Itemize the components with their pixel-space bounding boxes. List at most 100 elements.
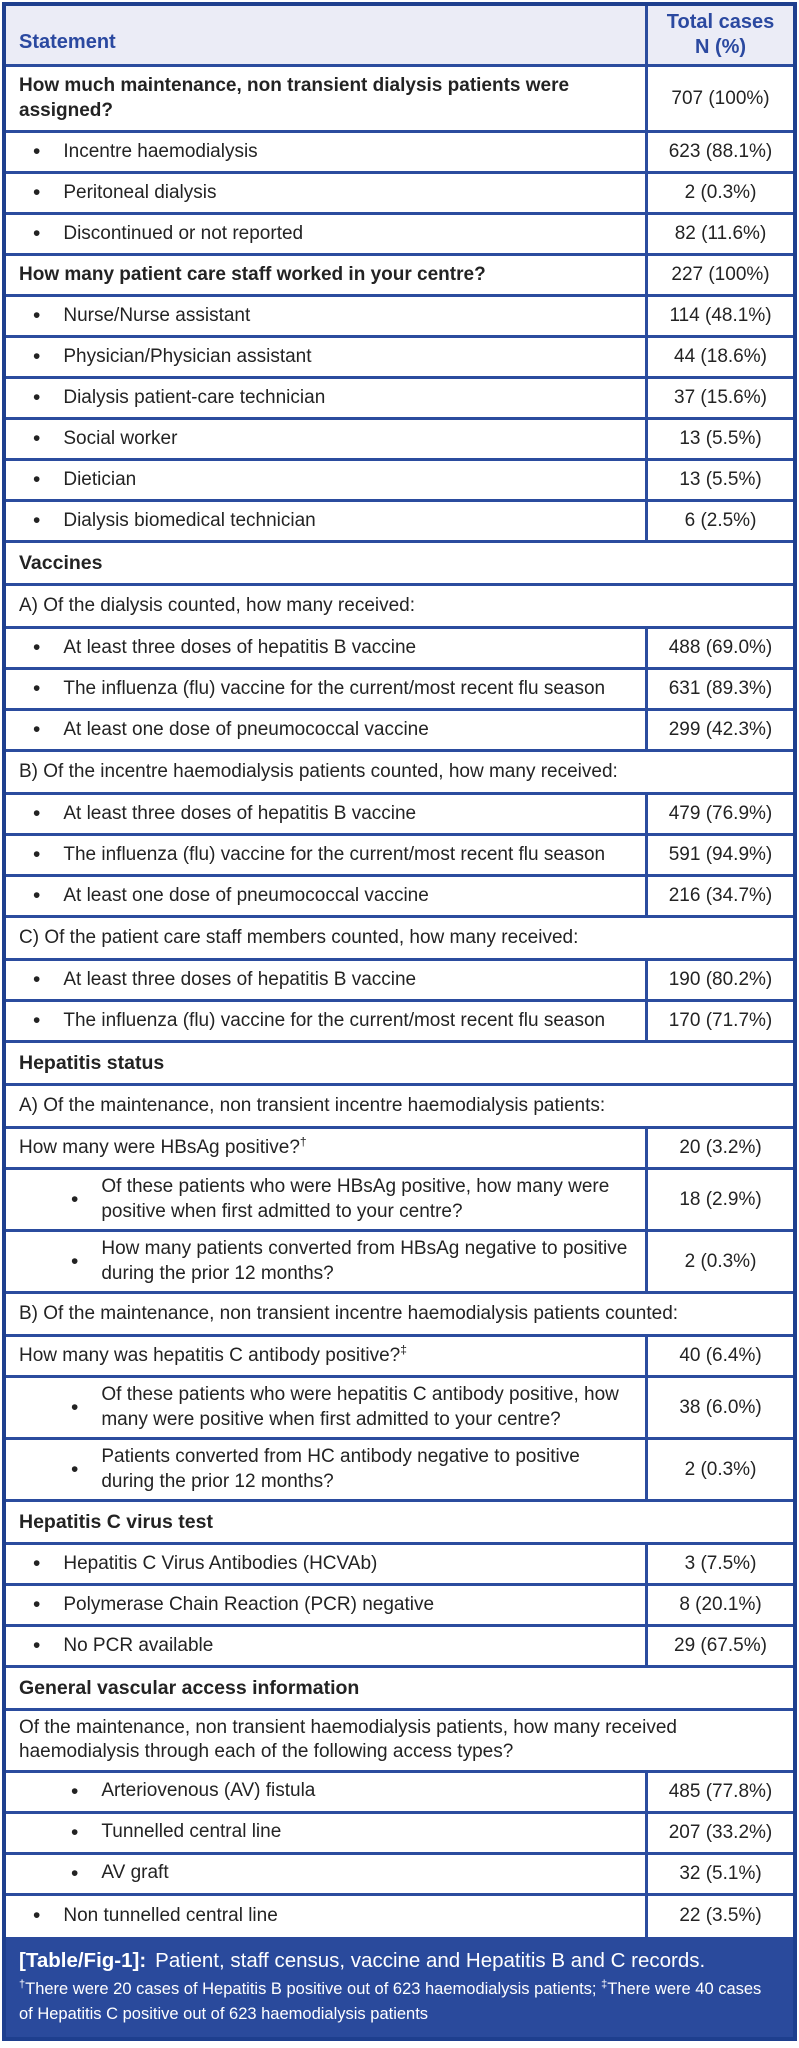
caption-label: [Table/Fig-1]: [19,1948,147,1972]
value-cell: 207 (33.2%) [645,1813,793,1852]
value-cell: 2 (0.3%) [645,1232,793,1291]
statement-text: How many were HBsAg positive?† [19,1134,307,1158]
table-row: C) Of the patient care staff members cou… [6,918,793,961]
value-cell: 2 (0.3%) [645,174,793,212]
statement-cell: • Dialysis biomedical technician [33,509,316,532]
statement-text: Vaccines [19,551,103,574]
value-cell: 170 (71.7%) [645,1002,793,1040]
statement-cell: How many were HBsAg positive?† [6,1129,645,1167]
table-row: • How many patients converted from HBsAg … [6,1232,793,1294]
statement-text: Tunnelled central line [101,1821,282,1843]
table-row: • The influenza (flu) vaccine for the cur… [6,1002,793,1043]
statement-text: Hepatitis C virus test [19,1510,213,1533]
statement-text: Non tunnelled central line [63,1904,278,1926]
value-cell: 631 (89.3%) [645,670,793,708]
statement-text: Incentre haemodialysis [63,140,258,162]
value-cell: 82 (11.6%) [645,215,793,253]
statement-text: A) Of the dialysis counted, how many rec… [19,594,416,616]
statement-text: The influenza (flu) vaccine for the curr… [63,843,606,865]
statement-cell: • Nurse/Nurse assistant [33,304,251,327]
value-cell: 227 (100%) [645,256,793,294]
statement-cell: Hepatitis status [6,1043,793,1083]
value-cell: 6 (2.5%) [645,502,793,540]
statement-text: C) Of the patient care staff members cou… [19,926,579,948]
footnote-marker: † [299,1134,307,1149]
statement-cell: • The influenza (flu) vaccine for the cur… [33,677,606,700]
table-header-row: Statement Total cases N (%) [6,6,793,67]
statement-text: Physician/Physician assistant [63,345,312,367]
statement-text: Peritoneal dialysis [63,181,217,203]
statement-cell: • AV graft [71,1861,169,1885]
value-cell: 18 (2.9%) [645,1170,793,1229]
table-row: • Discontinued or not reported 82 (11.6%) [6,215,793,256]
table-row: • Non tunnelled central line 22 (3.5%) [6,1895,793,1937]
statement-cell: • Incentre haemodialysis [33,140,258,163]
value-cell: 8 (20.1%) [645,1586,793,1624]
table-row: A) Of the maintenance, non transient inc… [6,1086,793,1129]
statement-text: No PCR available [63,1634,214,1656]
value-cell: 2 (0.3%) [645,1440,793,1499]
statement-cell: General vascular access information [6,1668,793,1708]
statement-cell: • Peritoneal dialysis [33,181,217,204]
statement-text: How many patient care staff worked in yo… [19,263,486,285]
table-row: • The influenza (flu) vaccine for the cur… [6,670,793,711]
table-row: • Peritoneal dialysis 2 (0.3%) [6,174,793,215]
value-cell: 190 (80.2%) [645,961,793,999]
header-total-cases-line2: N (%) [694,36,747,58]
table-row: • Patients converted from HC antibody neg… [6,1440,793,1502]
table-row: • Dialysis biomedical technician 6 (2.5%) [6,502,793,543]
statement-cell: • Discontinued or not reported [33,222,304,245]
table-row: • The influenza (flu) vaccine for the cur… [6,836,793,877]
value-cell: 299 (42.3%) [645,711,793,749]
value-cell: 485 (77.8%) [645,1772,793,1811]
table-row: • Incentre haemodialysis 623 (88.1%) [6,133,793,174]
statement-text: At least three doses of hepatitis B vacc… [63,968,417,990]
value-cell: 32 (5.1%) [645,1854,793,1893]
table-row: • No PCR available 29 (67.5%) [6,1627,793,1668]
table-caption-block: [Table/Fig-1]: Patient, staff census, vac… [6,1936,793,2037]
statement-text: Polymerase Chain Reaction (PCR) negative [63,1593,435,1615]
statement-cell: • Dialysis patient-care technician [33,386,326,409]
table-row: • Polymerase Chain Reaction (PCR) negativ… [6,1586,793,1627]
table-row: How much maintenance, non transient dial… [6,67,793,133]
statement-cell: B) Of the incentre haemodialysis patient… [6,752,793,792]
statement-cell: • At least one dose of pneumococcal vacci… [33,884,429,907]
value-cell: 38 (6.0%) [645,1378,793,1437]
header-statement: Statement [19,31,116,54]
table-row: How many were HBsAg positive?† 20 (3.2%) [6,1129,793,1170]
table-row: • Of these patients who were hepatitis C … [6,1378,793,1440]
statement-cell: • Dietician [33,468,137,491]
statement-cell: • At least three doses of hepatitis B vac… [33,968,417,991]
statement-cell: • How many patients converted from HBsAg … [6,1232,645,1291]
table-row: • Dialysis patient-care technician 37 (15.… [6,379,793,420]
statement-cell: • At least three doses of hepatitis B vac… [33,802,417,825]
statement-cell: How many patient care staff worked in yo… [6,256,645,294]
statement-cell: • Of these patients who were hepatitis C … [6,1378,645,1437]
value-cell: 40 (6.4%) [645,1337,793,1375]
statement-cell: Hepatitis C virus test [6,1502,793,1542]
value-cell: 623 (88.1%) [645,133,793,171]
value-cell: 3 (7.5%) [645,1545,793,1583]
statement-text: The influenza (flu) vaccine for the curr… [63,677,606,699]
statement-cell: A) Of the dialysis counted, how many rec… [6,586,793,626]
table-row: • AV graft 32 (5.1%) [6,1854,793,1896]
statement-cell: • Non tunnelled central line [33,1904,278,1928]
statement-cell: Of the maintenance, non transient haemod… [6,1711,793,1770]
value-cell: 488 (69.0%) [645,629,793,667]
value-cell: 591 (94.9%) [645,836,793,874]
statement-cell: Vaccines [6,543,793,583]
table-row: Of the maintenance, non transient haemod… [6,1711,793,1773]
statement-text: General vascular access information [19,1676,360,1699]
statement-text: B) Of the incentre haemodialysis patient… [19,760,618,782]
table-row: • At least one dose of pneumococcal vacci… [6,711,793,752]
table-row: • Hepatitis C Virus Antibodies (HCVAb) 3 (… [6,1545,793,1586]
statement-text: AV graft [101,1862,169,1884]
value-cell: 114 (48.1%) [645,297,793,335]
statement-text: How many patients converted from HBsAg n… [101,1238,628,1284]
statement-text: Nurse/Nurse assistant [63,304,251,326]
footnote-text-2: There were 40 cases of Hepatitis C posit… [19,1980,762,2024]
table-row: • At least three doses of hepatitis B vac… [6,961,793,1002]
footnote-text-1: There were 20 cases of Hepatitis B posit… [25,1980,602,1999]
table-row: • Dietician 13 (5.5%) [6,461,793,502]
